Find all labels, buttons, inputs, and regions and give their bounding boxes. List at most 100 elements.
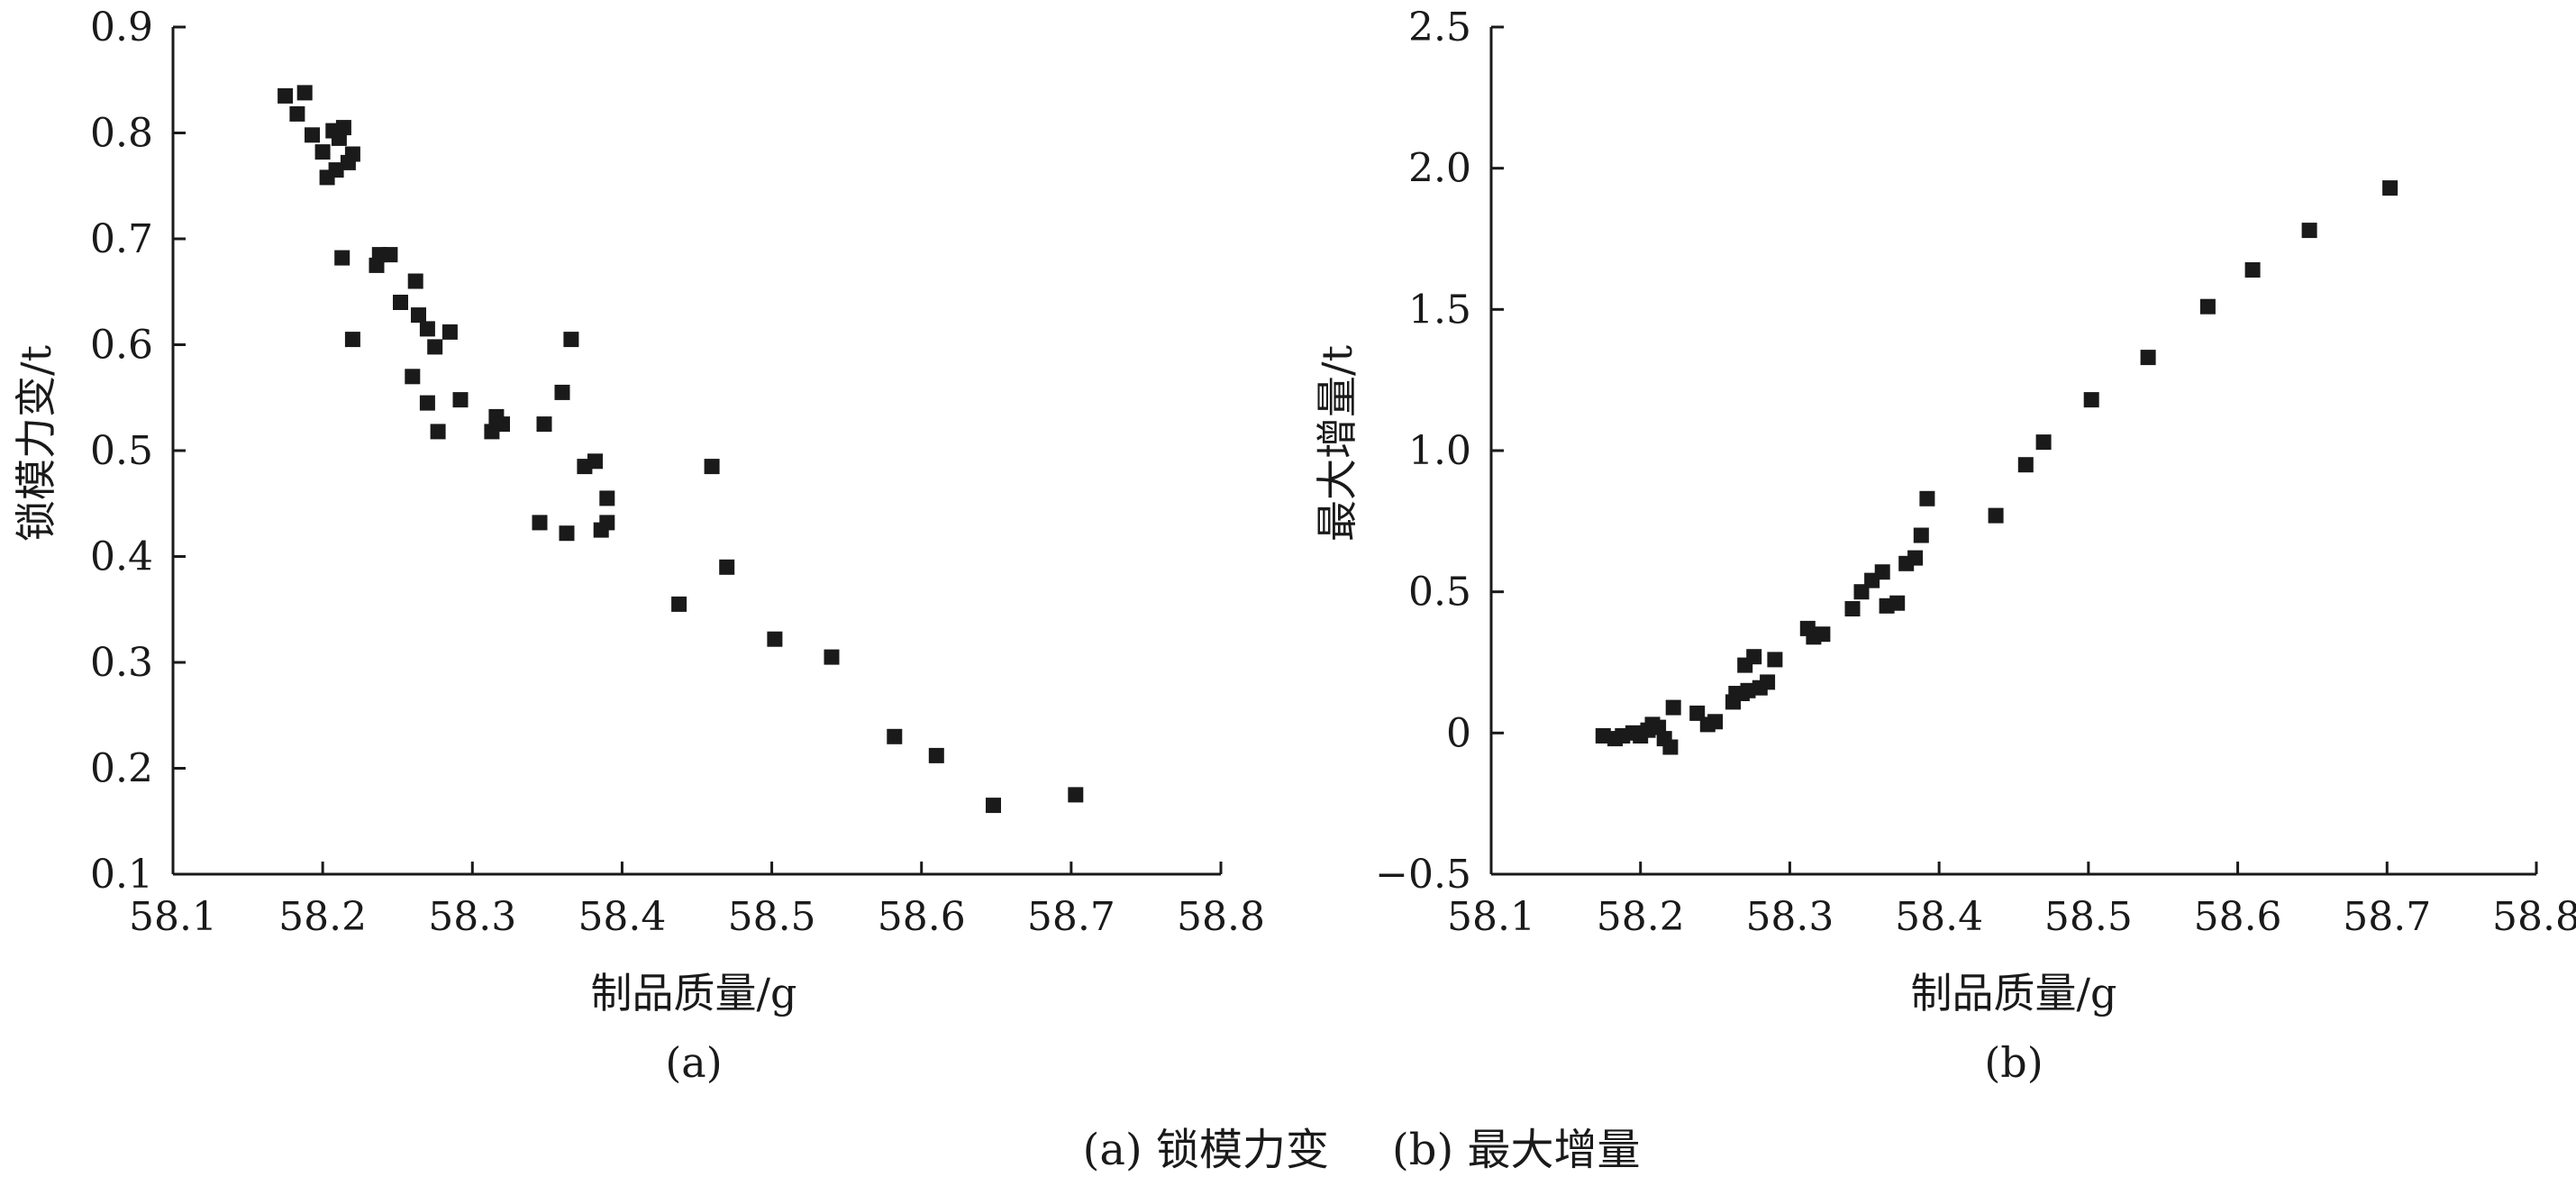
data-point [554, 384, 570, 400]
data-point [671, 596, 687, 612]
data-point [1665, 699, 1681, 716]
panel-label-a: (a) [665, 1038, 722, 1087]
y-axis-title-b: 最大增量/t [1313, 344, 1361, 541]
data-point [334, 250, 350, 266]
scatter-chart-a: 58.1 58.2 58.3 58.4 58.5 58.6 58.7 58.8 0.1 0.2 0.… [12, 5, 1265, 1087]
data-point [536, 416, 552, 433]
data-point [704, 459, 720, 475]
data-point [452, 392, 469, 408]
x-tick-label: 58.1 [129, 894, 217, 940]
data-point [427, 339, 443, 355]
data-point [587, 453, 603, 470]
data-point [2017, 457, 2034, 473]
data-point [382, 247, 398, 263]
data-point [344, 146, 360, 162]
x-tick-label: 58.4 [578, 894, 666, 940]
data-point [559, 525, 575, 542]
data-point [289, 105, 305, 122]
data-point [430, 424, 446, 440]
data-point [419, 395, 435, 411]
data-point [1746, 649, 1762, 665]
data-point [2244, 262, 2261, 278]
data-point [411, 307, 426, 324]
data-point [1662, 739, 1679, 755]
y-tick-label: 0.9 [90, 5, 153, 50]
data-point [2035, 434, 2052, 451]
x-tick-label: 58.2 [1597, 894, 1685, 940]
data-point [1919, 490, 1935, 506]
data-point [495, 416, 510, 433]
y-tick-label: 0.6 [90, 323, 153, 369]
x-tick-label: 58.7 [1027, 894, 1115, 940]
data-point [2382, 180, 2399, 196]
x-tick-label: 58.3 [1745, 894, 1834, 940]
y-tick-label: 0.8 [90, 111, 153, 157]
data-point [767, 631, 783, 647]
data-point [1874, 564, 1890, 580]
scatter-chart-b: 58.1 58.2 58.3 58.4 58.5 58.6 58.7 58.8 −0.5 0 0.5… [1313, 5, 2576, 1087]
data-point [719, 559, 735, 575]
data-point [2199, 298, 2216, 315]
data-point [296, 85, 313, 101]
data-point [305, 127, 320, 143]
data-point [824, 649, 840, 665]
y-tick-label: 2.5 [1408, 5, 1471, 50]
data-point [2301, 223, 2317, 239]
y-tick-label: 0.1 [90, 852, 153, 898]
x-tick-label: 58.4 [1895, 894, 1983, 940]
data-point [1740, 682, 1756, 698]
x-tick-label: 58.7 [2343, 894, 2431, 940]
x-tick-label: 58.6 [878, 894, 966, 940]
y-tick-label: 1.5 [1408, 287, 1471, 333]
y-tick-label: −0.5 [1375, 852, 1471, 898]
x-tick-label: 58.2 [278, 894, 367, 940]
data-point [2083, 392, 2099, 408]
data-point [1844, 601, 1861, 616]
ticks-b: 58.1 58.2 58.3 58.4 58.5 58.6 58.7 58.8 −0.5 0 0.5… [1375, 5, 2576, 940]
x-tick-label: 58.5 [2044, 894, 2133, 940]
x-axis-title-b: 制品质量/g [1911, 969, 2117, 1017]
data-point [1889, 595, 1906, 611]
data-point [1760, 674, 1776, 690]
y-axis-title-a: 锁模力变/t [12, 344, 60, 541]
data-point [532, 515, 548, 531]
y-tick-label: 0.4 [90, 534, 153, 580]
data-point [1907, 550, 1924, 566]
data-point [278, 87, 294, 104]
data-point [1068, 787, 1084, 803]
points-a [278, 85, 1084, 814]
y-tick-label: 0 [1446, 710, 1471, 756]
data-point [928, 747, 944, 763]
data-point [405, 369, 421, 385]
x-tick-label: 58.3 [428, 894, 516, 940]
data-point [314, 144, 331, 160]
y-tick-label: 0.2 [90, 746, 153, 792]
data-point [441, 324, 458, 340]
caption-b: (b) 最大增量 [1392, 1125, 1640, 1175]
data-point [419, 321, 435, 337]
x-axis-title-a: 制品质量/g [591, 969, 797, 1017]
x-tick-label: 58.1 [1447, 894, 1535, 940]
x-tick-label: 58.6 [2194, 894, 2282, 940]
y-tick-label: 0.5 [1408, 570, 1471, 616]
data-point [1707, 714, 1724, 730]
y-tick-label: 0.3 [90, 640, 153, 686]
data-point [335, 120, 351, 136]
data-point [1595, 728, 1611, 744]
axes-b [1489, 27, 2536, 876]
data-point [1767, 652, 1783, 668]
y-tick-label: 2.0 [1408, 146, 1471, 192]
data-point [986, 798, 1001, 814]
data-point [393, 295, 408, 310]
data-point [328, 162, 344, 178]
data-point [1913, 527, 1929, 543]
panel-label-b: (b) [1984, 1038, 2043, 1087]
x-tick-label: 58.8 [1177, 894, 1265, 940]
data-point [344, 332, 360, 348]
x-tick-label: 58.8 [2492, 894, 2576, 940]
x-tick-label: 58.5 [728, 894, 816, 940]
data-point [599, 490, 615, 506]
data-point [599, 515, 615, 531]
data-point [887, 728, 903, 744]
data-point [1815, 626, 1831, 643]
